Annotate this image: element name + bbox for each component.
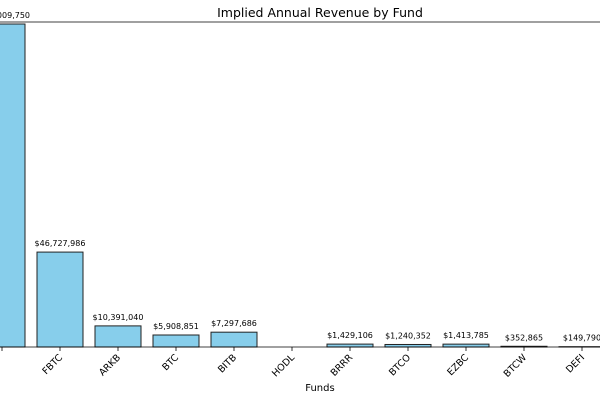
bar-ezbc xyxy=(442,343,490,348)
data-label-bitb: $7,297,686 xyxy=(211,319,257,328)
bar-fbtc xyxy=(36,251,84,348)
bar-brrr xyxy=(326,343,374,348)
data-label-brrr: $1,429,106 xyxy=(327,331,373,340)
bar-arkb xyxy=(94,325,142,348)
data-label-btcw: $352,865 xyxy=(505,333,543,342)
x-tick-label-btc: BTC xyxy=(160,352,181,373)
bars-group xyxy=(0,23,600,348)
x-tick-label-brrr: BRRR xyxy=(329,352,356,379)
data-label-btc: $5,908,851 xyxy=(153,322,199,331)
data-label-ezbc: $1,413,785 xyxy=(443,331,489,340)
data-label-fbtc: $46,727,986 xyxy=(35,239,86,248)
data-label-arkb: $10,391,040 xyxy=(93,313,144,322)
bar-gbtc xyxy=(0,23,26,348)
x-axis-label: Funds xyxy=(305,383,334,394)
data-label-btco: $1,240,352 xyxy=(385,331,431,340)
x-tick-label-ezbc: EZBC xyxy=(445,352,471,378)
x-tick-label-fbtc: FBTC xyxy=(40,352,65,377)
x-ticks-group: FBTC ARKB BTC BITB HODL BRRR BTCO EZBC BTCW DEFI xyxy=(1,347,587,380)
x-tick-label-hodl: HODL xyxy=(270,352,298,380)
chart-title: Implied Annual Revenue by Fund xyxy=(217,5,423,20)
bar-btc xyxy=(152,334,200,348)
x-tick-label-arkb: ARKB xyxy=(97,352,123,378)
data-label-defi: $149,790 xyxy=(563,334,600,343)
data-label-gbtc: $159,009,750 xyxy=(0,11,30,20)
x-tick-label-bitb: BITB xyxy=(216,352,239,375)
x-tick-label-btcw: BTCW xyxy=(502,352,530,380)
data-labels-group: $159,009,750 $46,727,986 $10,391,040 $5,908… xyxy=(0,11,600,343)
x-tick-label-defi: DEFI xyxy=(564,352,587,375)
bar-bitb xyxy=(210,331,258,348)
x-tick-label-btco: BTCO xyxy=(387,352,413,378)
